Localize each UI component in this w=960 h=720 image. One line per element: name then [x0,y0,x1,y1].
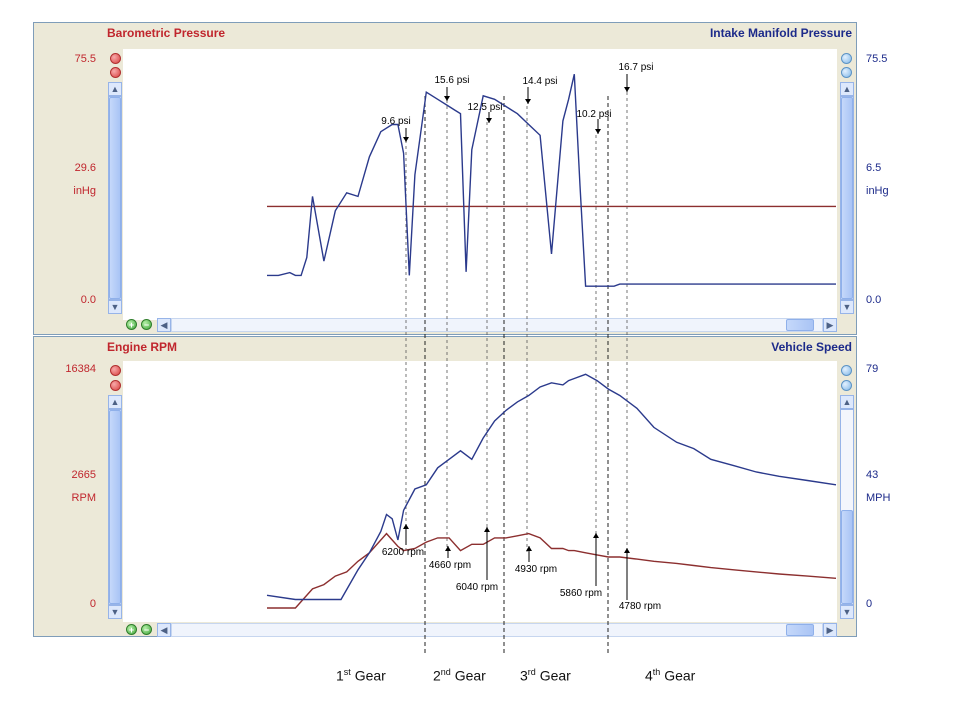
top-horizontal-scroll-thumb[interactable] [786,319,814,331]
rpm-annotation-label-5: 5860 rpm [560,588,602,599]
top-right-zoom-out-icon[interactable] [841,67,852,78]
top-chart-panel: Barometric Pressure Intake Manifold Pres… [33,22,889,335]
top-left-axis-unit: inHg [73,185,96,197]
vehicle-speed-title: Vehicle Speed [771,340,852,354]
top-right-scroll-down-arrow[interactable]: ▼ [840,300,854,314]
bottom-left-axis-max: 16384 [65,363,96,375]
psi-annotation-arrowhead-3 [486,118,492,123]
bottom-left-axis-mid: 2665 [71,469,96,481]
psi-annotation-arrowhead-6 [624,87,630,92]
top-left-axis-min: 0.0 [80,294,96,306]
gear-3-label: 3rd Gear [520,667,571,684]
top-right-axis-unit: inHg [866,185,889,197]
top-left-zoom-in-icon[interactable] [110,53,121,64]
rpm-annotation-arrowhead-6 [624,548,630,553]
bottom-left-scrollbar[interactable] [108,409,122,605]
top-left-scroll-up-arrow[interactable]: ▲ [108,82,122,96]
top-left-axis-mid: 29.6 [74,162,96,174]
barometric-pressure-title: Barometric Pressure [107,26,226,40]
bottom-left-scroll-up-arrow[interactable]: ▲ [108,395,122,409]
bottom-zoom-out-time-icon[interactable]: − [141,624,152,635]
rpm-annotation-label-4: 4930 rpm [515,564,557,575]
rpm-annotation-arrowhead-5 [593,533,599,538]
bottom-left-scroll-thumb[interactable] [109,410,121,604]
top-right-scrollbar[interactable] [840,96,854,300]
psi-annotation-arrowhead-1 [403,137,409,142]
rpm-annotation-arrowhead-2 [445,546,451,551]
bottom-left-axis-min: 0 [89,598,96,610]
intake-manifold-pressure-title: Intake Manifold Pressure [709,26,852,40]
bottom-horizontal-scroll-thumb[interactable] [786,624,814,636]
rpm-annotation-label-3: 6040 rpm [456,582,498,593]
top-left-scrollbar[interactable] [108,96,122,300]
annotation-layer: 9.6 psi 15.6 psi 12.5 psi 14.4 psi 10.2 psi 1… [381,62,661,612]
top-right-scroll-thumb[interactable] [841,97,853,299]
psi-annotation-arrowhead-4 [525,99,531,104]
top-left-scroll-down-arrow[interactable]: ▼ [108,300,122,314]
bottom-right-scroll-up-arrow[interactable]: ▲ [840,395,854,409]
intake-manifold-pressure-line [267,74,836,287]
bottom-scroll-right-arrow[interactable]: ▶ [823,623,837,637]
top-plot-area [123,49,837,320]
bottom-left-zoom-in-icon[interactable] [110,365,121,376]
top-series-group [267,74,836,287]
psi-annotation-arrowhead-5 [595,129,601,134]
rpm-annotation-arrowhead-4 [526,546,532,551]
gear-1-label: 1st Gear [336,667,386,684]
top-right-zoom-in-icon[interactable] [841,53,852,64]
top-left-axis-max: 75.5 [74,53,96,65]
bottom-right-axis-mid: 43 [866,469,879,481]
bottom-chart-panel: Engine RPM Vehicle Speed 16384 2665 RPM … [33,336,890,637]
top-right-axis-max: 75.5 [866,53,888,65]
psi-annotation-label-1: 9.6 psi [381,116,410,127]
bottom-plot-area [123,361,837,622]
bottom-right-axis-min: 0 [866,598,873,610]
psi-annotation-label-2: 15.6 psi [434,75,469,86]
gear-4-label: 4th Gear [645,667,696,684]
psi-annotation-arrowhead-2 [444,96,450,101]
psi-annotation-label-6: 16.7 psi [618,62,653,73]
engine-rpm-title: Engine RPM [107,340,178,354]
bottom-right-zoom-in-icon[interactable] [841,365,852,376]
bottom-left-scroll-down-arrow[interactable]: ▼ [108,605,122,619]
psi-annotation-label-4: 14.4 psi [522,76,557,87]
bottom-right-axis-unit: MPH [866,492,891,504]
gear-shift-lines [405,92,628,655]
top-scroll-right-arrow[interactable]: ▶ [823,318,837,332]
bottom-horizontal-scrollbar[interactable] [171,623,823,637]
rpm-annotation-label-2: 4660 rpm [429,560,471,571]
rpm-annotation-arrowhead-1 [403,524,409,529]
bottom-left-axis-unit: RPM [71,492,96,504]
bottom-right-scroll-down-arrow[interactable]: ▼ [840,605,854,619]
top-horizontal-scrollbar[interactable] [171,318,823,332]
bottom-right-axis-max: 79 [866,363,879,375]
bottom-right-scrollbar[interactable] [840,409,854,605]
psi-annotation-label-3: 12.5 psi [467,102,502,113]
bottom-right-scroll-thumb[interactable] [841,510,853,604]
psi-annotation-label-5: 10.2 psi [576,109,611,120]
top-left-scroll-thumb[interactable] [109,97,121,299]
gear-2-label: 2nd Gear [433,667,486,684]
bottom-left-zoom-out-icon[interactable] [110,380,121,391]
bottom-scroll-left-arrow[interactable]: ◀ [157,623,171,637]
top-left-zoom-out-icon[interactable] [110,67,121,78]
top-scroll-left-arrow[interactable]: ◀ [157,318,171,332]
top-zoom-out-time-icon[interactable]: − [141,319,152,330]
bottom-zoom-in-time-icon[interactable]: + [126,624,137,635]
top-zoom-in-time-icon[interactable]: + [126,319,137,330]
bottom-series-group [266,373,837,609]
rpm-annotation-arrowhead-3 [484,527,490,532]
bottom-right-zoom-out-icon[interactable] [841,380,852,391]
rpm-annotation-label-6: 4780 rpm [619,601,661,612]
top-right-axis-min: 0.0 [866,294,882,306]
rpm-annotation-label-1: 6200 rpm [382,547,424,558]
vehicle-speed-line [266,373,837,601]
top-right-axis-mid: 6.5 [866,162,882,174]
top-right-scroll-up-arrow[interactable]: ▲ [840,82,854,96]
